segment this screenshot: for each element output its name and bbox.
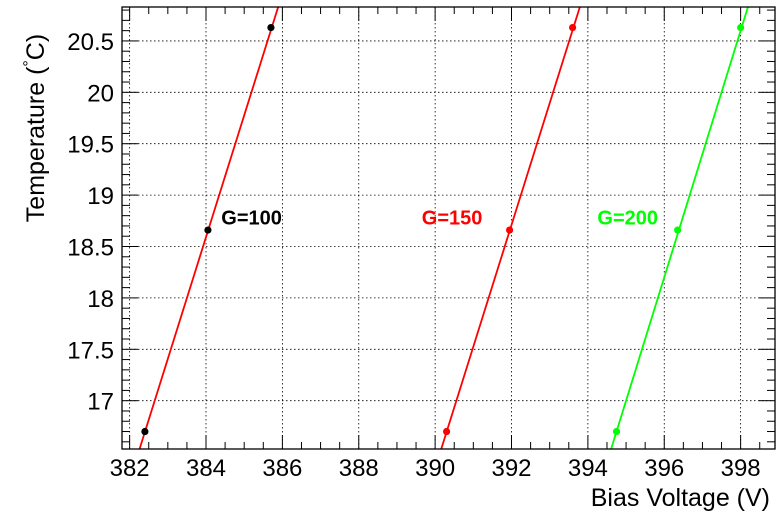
data-point (737, 23, 745, 32)
annotation-label: G=200 (597, 208, 658, 230)
x-tick-label: 384 (186, 455, 226, 482)
grid-lines (122, 7, 775, 449)
y-axis-title-text: Temperature ( (22, 66, 50, 222)
x-tick-label: 392 (491, 455, 531, 482)
data-point (442, 427, 451, 436)
fit-line-g-100 (138, 7, 280, 449)
y-tick-label: 18 (87, 286, 114, 313)
fit-line-g-150 (440, 7, 581, 449)
data-points (141, 23, 745, 436)
annotation-label: G=100 (221, 208, 282, 230)
fit-line-g-200 (610, 7, 749, 449)
x-tick-label: 386 (262, 455, 302, 482)
data-point (674, 226, 682, 234)
fit-lines (138, 7, 749, 449)
x-tick-label: 382 (110, 455, 150, 482)
y-tick-labels: 17 17.5 18 18.5 19 19.5 20 20.5 (67, 29, 114, 416)
x-tick-label: 398 (721, 455, 761, 482)
x-axis-title: Bias Voltage (V) (591, 484, 770, 512)
data-point (569, 23, 577, 32)
y-axis-title: Temperature (°C) (21, 34, 50, 222)
y-tick-label: 17.5 (67, 337, 114, 364)
y-tick-label: 20.5 (67, 29, 114, 56)
plot-frame (121, 6, 776, 450)
data-point (612, 427, 621, 436)
data-point (505, 226, 514, 234)
annotations: G=100 G=150 G=200 (221, 208, 658, 230)
data-point (204, 226, 212, 234)
y-axis-title-group: Temperature (°C) (21, 34, 50, 222)
annotation-label: G=150 (422, 208, 483, 230)
x-tick-labels: 382 384 386 388 390 392 394 396 398 (110, 455, 761, 482)
y-tick-label: 17 (87, 389, 114, 416)
y-tick-label: 19 (87, 183, 114, 210)
y-tick-label: 20 (87, 80, 114, 107)
axis-ticks (122, 7, 775, 449)
y-axis-degree: ° (21, 60, 38, 66)
y-tick-label: 19.5 (67, 132, 114, 159)
data-point (267, 23, 275, 32)
x-tick-label: 390 (415, 455, 455, 482)
x-tick-label: 388 (339, 455, 379, 482)
y-tick-label: 18.5 (67, 235, 114, 262)
data-point (141, 427, 149, 436)
y-axis-unit: C) (22, 34, 50, 60)
x-tick-label: 396 (644, 455, 684, 482)
x-tick-label: 394 (568, 455, 608, 482)
